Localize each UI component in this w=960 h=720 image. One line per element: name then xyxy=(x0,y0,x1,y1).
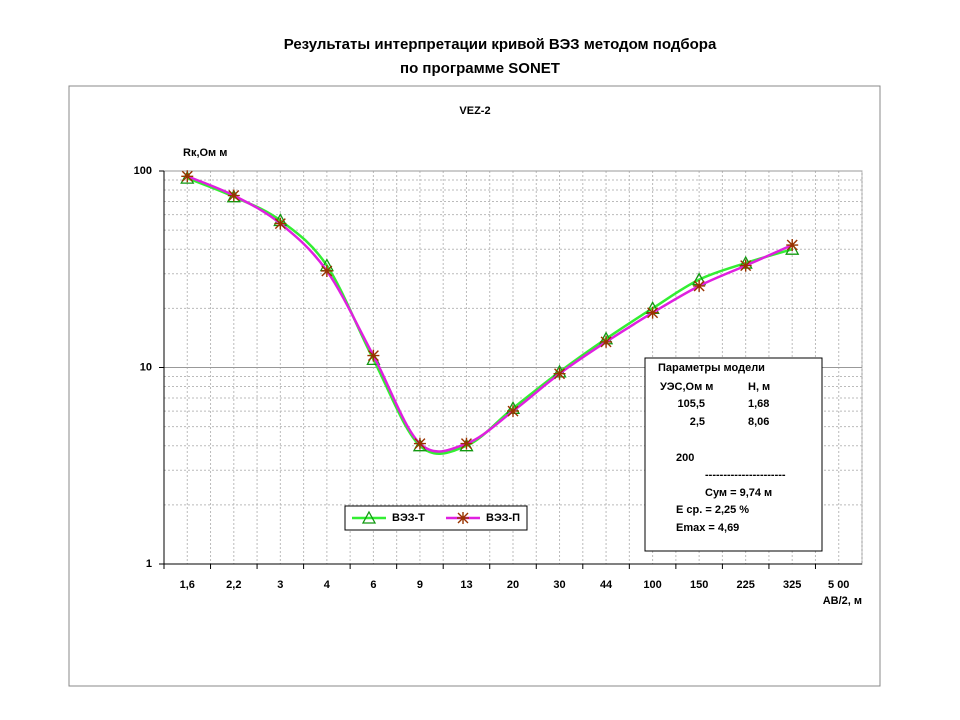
x-tick-label: 3 xyxy=(277,579,283,591)
y-axis-label: Rк,Ом м xyxy=(183,147,227,159)
x-tick-label: 100 xyxy=(643,579,661,591)
marker xyxy=(693,279,706,292)
parameters-header: УЭС,Ом м xyxy=(660,381,713,393)
marker xyxy=(507,405,519,418)
marker xyxy=(600,335,613,348)
x-tick-label: 44 xyxy=(600,579,613,591)
parameters-header: Н, м xyxy=(748,381,770,393)
legend-label: ВЭЗ-Т xyxy=(392,512,425,524)
parameters-line: Е ср. = 2,25 % xyxy=(676,504,749,516)
marker xyxy=(460,437,473,450)
x-tick-label: 20 xyxy=(507,579,519,591)
parameters-cell: 2,5 xyxy=(690,416,705,428)
marker xyxy=(227,189,240,202)
marker xyxy=(181,170,194,183)
x-tick-label: 9 xyxy=(417,579,423,591)
x-tick-label: 325 xyxy=(783,579,801,591)
marker xyxy=(457,512,469,524)
parameters-separator: ---------------------- xyxy=(705,469,786,481)
legend-label: ВЭЗ-П xyxy=(486,512,520,524)
x-tick-label: 150 xyxy=(690,579,708,591)
marker xyxy=(739,259,752,272)
y-tick-label: 10 xyxy=(140,361,152,373)
x-tick-label: 5 00 xyxy=(828,579,849,591)
x-tick-label: 6 xyxy=(370,579,376,591)
marker xyxy=(274,217,287,230)
parameters-line: Сум = 9,74 м xyxy=(705,487,772,499)
x-tick-label: 4 xyxy=(324,579,331,591)
marker xyxy=(320,264,333,277)
chart-subtitle: VEZ-2 xyxy=(459,105,490,117)
parameters-box xyxy=(644,357,823,552)
x-tick-label: 30 xyxy=(553,579,565,591)
marker xyxy=(553,367,566,380)
marker xyxy=(786,239,799,252)
parameters-cell: 105,5 xyxy=(677,398,705,410)
y-tick-label: 100 xyxy=(134,165,152,177)
chart-frame xyxy=(68,85,881,687)
parameters-cell: 1,68 xyxy=(748,398,769,410)
series-line xyxy=(186,176,793,455)
y-tick-label: 1 xyxy=(146,558,152,570)
marker xyxy=(361,510,377,524)
chart-title: по программе SONET xyxy=(400,60,560,77)
marker xyxy=(413,437,426,450)
parameters-cell: 8,06 xyxy=(748,416,769,428)
parameters-line: Emax = 4,69 xyxy=(676,522,739,534)
parameters-title: Параметры модели xyxy=(658,362,765,374)
parameters-cell: 200 xyxy=(676,452,694,464)
x-tick-label: 13 xyxy=(460,579,472,591)
chart-title: Результаты интерпретации кривой ВЭЗ мето… xyxy=(284,36,717,53)
x-tick-label: 1,6 xyxy=(180,579,195,591)
x-axis-label: АВ/2, м xyxy=(823,595,862,607)
x-tick-label: 2,2 xyxy=(226,579,241,591)
x-tick-label: 225 xyxy=(736,579,754,591)
marker xyxy=(367,349,380,362)
marker xyxy=(646,306,659,319)
series-line xyxy=(186,175,793,453)
